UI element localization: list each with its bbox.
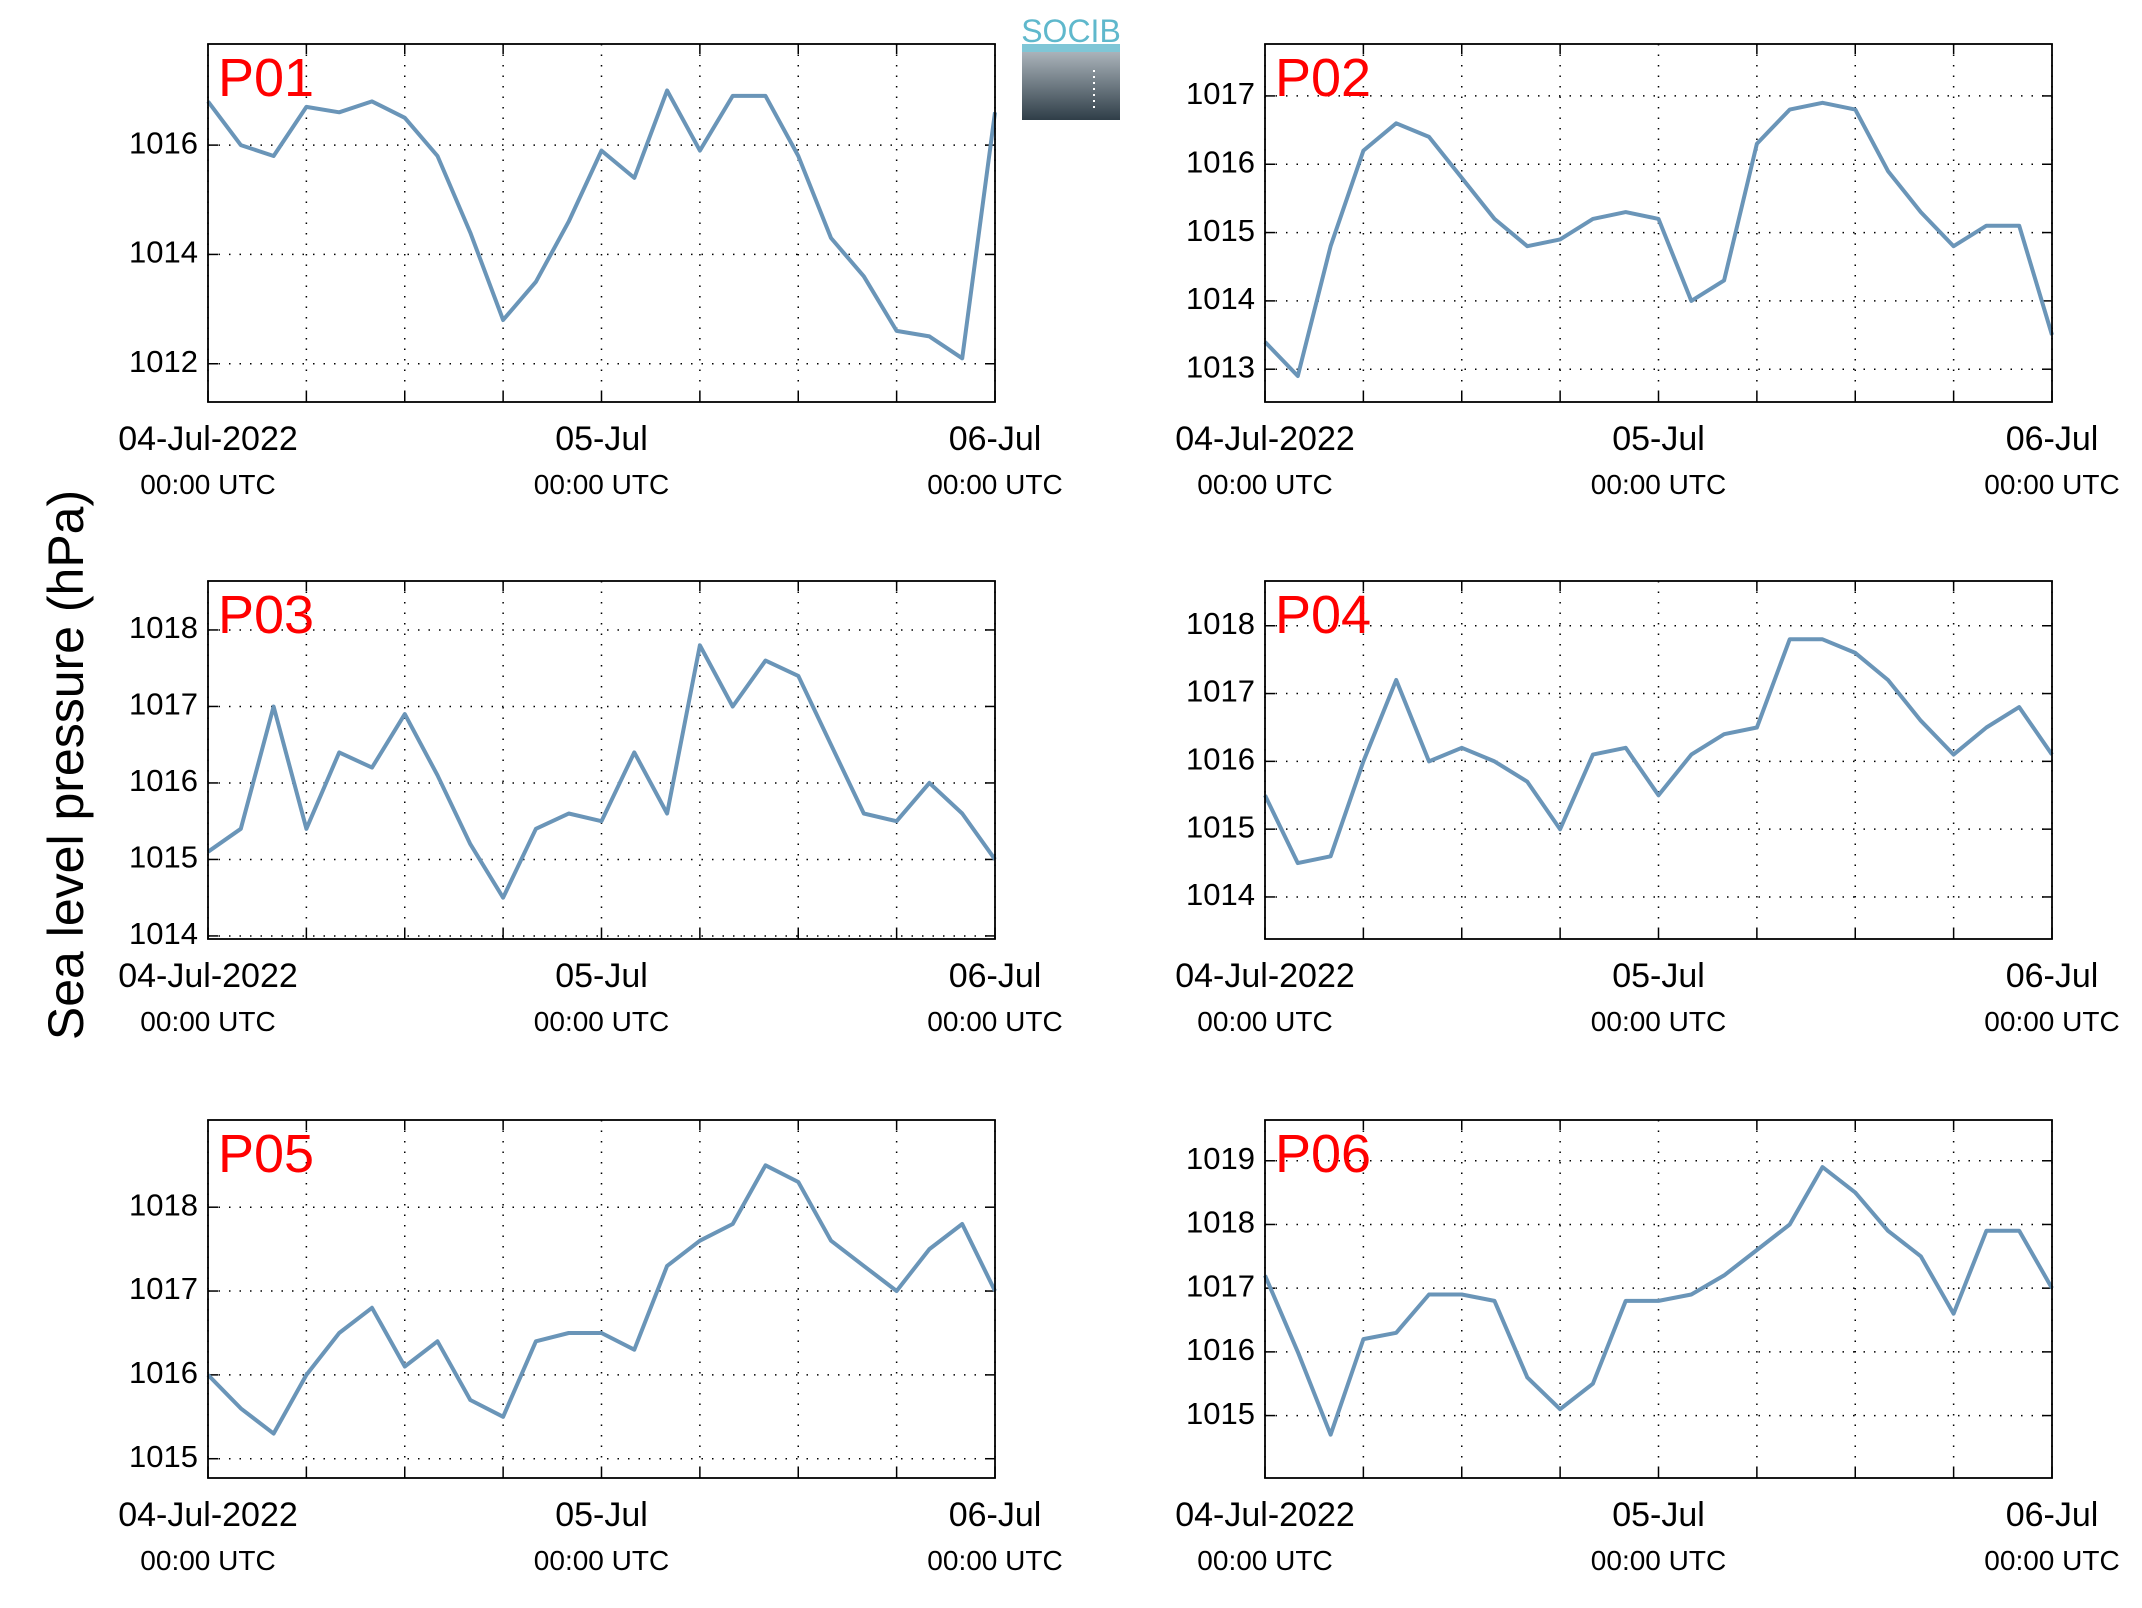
x-tick-label: 06-Jul [2006, 1496, 2099, 1534]
data-line [206, 643, 997, 900]
y-tick-label: 1016 [1186, 742, 1255, 777]
data-line [1263, 1165, 2054, 1437]
y-tick-label: 1015 [1186, 809, 1255, 844]
y-tick-label: 1017 [129, 687, 198, 722]
y-tick-label: 1016 [129, 1355, 198, 1390]
y-tick-label: 1016 [1186, 144, 1255, 179]
y-tick-label: 1013 [1186, 349, 1255, 384]
y-tick-label: 1017 [1186, 674, 1255, 709]
plot-frame [1264, 580, 2053, 940]
plot-frame [1264, 43, 2053, 403]
y-tick-label: 1018 [129, 1187, 198, 1222]
plot-frame [207, 43, 996, 403]
x-tick-label: 04-Jul-2022 [1175, 957, 1355, 995]
panel: 1015 1016 1017 1018 04-Jul-2022 00:00 UTC 05-J… [118, 1119, 1063, 1576]
y-axis-label: Sea level pressure (hPa) [38, 490, 94, 1040]
y-tick-label: 1016 [1186, 1332, 1255, 1367]
x-tick-sublabel: 00:00 UTC [1591, 1545, 1726, 1576]
y-tick-label: 1018 [1186, 606, 1255, 641]
y-tick-label: 1017 [129, 1271, 198, 1306]
x-tick-sublabel: 00:00 UTC [1197, 1545, 1332, 1576]
x-tick-sublabel: 00:00 UTC [927, 469, 1062, 500]
data-line [206, 1163, 997, 1436]
x-tick-label: 05-Jul [1612, 957, 1705, 995]
x-tick-label: 04-Jul-2022 [118, 957, 298, 995]
x-tick-label: 06-Jul [949, 957, 1042, 995]
panel-title: P06 [1275, 1124, 1371, 1184]
logo-block [1022, 52, 1120, 120]
y-tick-label: 1017 [1186, 1268, 1255, 1303]
x-tick-label: 06-Jul [949, 420, 1042, 458]
y-tick-label: 1014 [129, 235, 198, 270]
y-tick-label: 1014 [129, 916, 198, 951]
x-tick-sublabel: 00:00 UTC [927, 1545, 1062, 1576]
y-tick-label: 1016 [129, 763, 198, 798]
x-tick-label: 05-Jul [1612, 420, 1705, 458]
y-tick-label: 1015 [1186, 213, 1255, 248]
y-tick-label: 1016 [129, 125, 198, 160]
y-tick-label: 1018 [129, 610, 198, 645]
y-tick-label: 1015 [1186, 1396, 1255, 1431]
x-tick-label: 06-Jul [949, 1496, 1042, 1534]
panel: 1014 1015 1016 1017 1018 04-Jul-2022 00:00 UTC… [1175, 580, 2120, 1037]
panel-title: P05 [218, 1124, 314, 1184]
plot-frame [207, 1119, 996, 1479]
y-tick-label: 1014 [1186, 877, 1255, 912]
x-tick-sublabel: 00:00 UTC [1984, 469, 2119, 500]
data-line [1263, 100, 2054, 378]
y-tick-label: 1019 [1186, 1141, 1255, 1176]
x-tick-label: 05-Jul [1612, 1496, 1705, 1534]
logo: SOCIB [1021, 13, 1121, 120]
x-tick-label: 06-Jul [2006, 420, 2099, 458]
y-tick-label: 1014 [1186, 281, 1255, 316]
y-tick-label: 1017 [1186, 76, 1255, 111]
panel-title: P02 [1275, 48, 1371, 108]
x-tick-sublabel: 00:00 UTC [1984, 1545, 2119, 1576]
x-tick-sublabel: 00:00 UTC [140, 469, 275, 500]
x-tick-label: 04-Jul-2022 [1175, 1496, 1355, 1534]
x-tick-sublabel: 00:00 UTC [927, 1006, 1062, 1037]
x-tick-label: 04-Jul-2022 [118, 1496, 298, 1534]
y-tick-label: 1018 [1186, 1205, 1255, 1240]
x-tick-sublabel: 00:00 UTC [140, 1545, 275, 1576]
x-tick-sublabel: 00:00 UTC [140, 1006, 275, 1037]
x-tick-sublabel: 00:00 UTC [534, 1545, 669, 1576]
x-tick-sublabel: 00:00 UTC [1984, 1006, 2119, 1037]
panel: 1015 1016 1017 1018 1019 04-Jul-2022 00:00 UTC… [1175, 1119, 2120, 1576]
panel-title: P04 [1275, 585, 1371, 645]
x-tick-sublabel: 00:00 UTC [1591, 1006, 1726, 1037]
data-line [1263, 637, 2054, 866]
x-tick-label: 05-Jul [555, 957, 648, 995]
panel: 1014 1015 1016 1017 1018 04-Jul-2022 00:00 UTC… [118, 580, 1063, 1037]
x-tick-label: 06-Jul [2006, 957, 2099, 995]
plot-frame [1264, 1119, 2053, 1479]
panel-title: P01 [218, 48, 314, 108]
panel-title: P03 [218, 585, 314, 645]
x-tick-sublabel: 00:00 UTC [1197, 469, 1332, 500]
x-tick-sublabel: 00:00 UTC [1197, 1006, 1332, 1037]
x-tick-label: 04-Jul-2022 [1175, 420, 1355, 458]
x-tick-label: 05-Jul [555, 1496, 648, 1534]
data-line [206, 88, 997, 361]
y-tick-label: 1015 [129, 1439, 198, 1474]
panel: 1012 1014 1016 04-Jul-2022 00:00 UTC 05-Jul 00… [118, 43, 1063, 500]
x-tick-sublabel: 00:00 UTC [534, 469, 669, 500]
x-tick-sublabel: 00:00 UTC [534, 1006, 669, 1037]
y-tick-label: 1012 [129, 344, 198, 379]
panel: 1013 1014 1015 1016 1017 04-Jul-2022 00:00 UTC… [1175, 43, 2120, 500]
y-tick-label: 1015 [129, 840, 198, 875]
x-tick-sublabel: 00:00 UTC [1591, 469, 1726, 500]
logo-text: SOCIB [1021, 13, 1121, 49]
logo-band [1022, 44, 1120, 52]
plot-frame [207, 580, 996, 940]
x-tick-label: 04-Jul-2022 [118, 420, 298, 458]
x-tick-label: 05-Jul [555, 420, 648, 458]
